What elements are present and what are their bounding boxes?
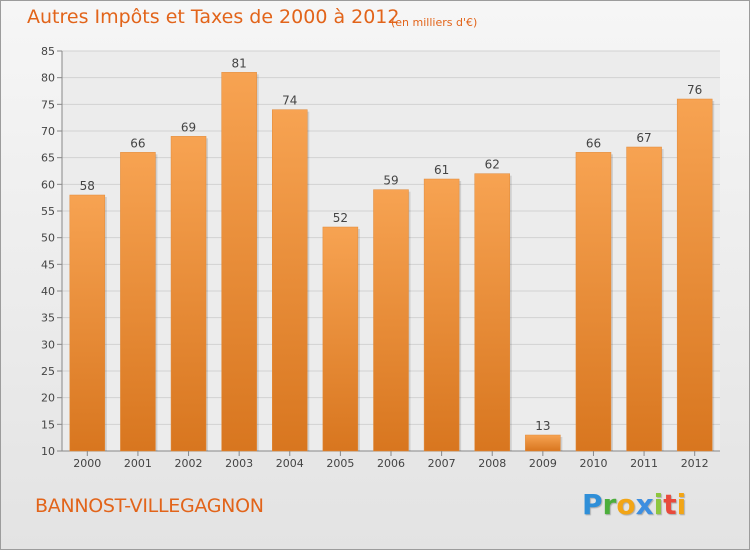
y-tick-label: 35 — [41, 312, 55, 325]
chart-unit: (en milliers d'€) — [391, 16, 478, 29]
logo-letter: r — [602, 488, 617, 521]
commune-name: BANNOST-VILLEGAGNON — [35, 495, 264, 517]
x-tick-label: 2010 — [579, 457, 607, 470]
bar — [525, 434, 561, 452]
x-tick-label: 2003 — [225, 457, 253, 470]
bar-value-label: 59 — [383, 174, 398, 188]
bar — [626, 146, 662, 452]
y-tick-label: 55 — [41, 205, 55, 218]
bar — [120, 152, 156, 452]
x-tick-label: 2007 — [428, 457, 456, 470]
logo-letter: i — [653, 488, 664, 521]
bar — [69, 194, 106, 452]
logo-letter: o — [616, 488, 636, 521]
bar-value-label: 81 — [232, 56, 247, 70]
y-tick-label: 80 — [41, 72, 55, 85]
bar-value-label: 61 — [434, 163, 449, 177]
bar-value-label: 66 — [586, 136, 601, 150]
y-tick-label: 40 — [41, 285, 55, 298]
y-tick-label: 50 — [41, 232, 55, 245]
bar — [423, 178, 460, 452]
bar-value-label: 69 — [181, 120, 196, 134]
x-tick-label: 2004 — [276, 457, 304, 470]
x-tick-label: 2001 — [124, 457, 152, 470]
y-tick-label: 10 — [41, 445, 55, 458]
logo-letter: t — [663, 488, 677, 521]
bar-value-label: 13 — [535, 419, 550, 433]
bar — [676, 98, 713, 452]
bar — [272, 109, 308, 452]
bar — [474, 173, 510, 452]
y-tick-label: 65 — [41, 152, 55, 165]
bar-value-label: 58 — [80, 179, 95, 193]
y-tick-label: 75 — [41, 98, 55, 111]
x-tick-label: 2009 — [529, 457, 557, 470]
x-tick-label: 2005 — [326, 457, 354, 470]
bar-value-label: 76 — [687, 83, 702, 97]
x-tick-label: 2002 — [175, 457, 203, 470]
logo-letter: i — [676, 488, 687, 521]
x-tick-label: 2000 — [73, 457, 101, 470]
bar-value-label: 52 — [333, 211, 348, 225]
y-tick-label: 60 — [41, 178, 55, 191]
bar — [170, 136, 207, 452]
y-tick-label: 70 — [41, 125, 55, 138]
logo-letter: P — [582, 488, 603, 521]
proxiti-logo: Proxiti — [582, 488, 686, 521]
logo-letter: x — [635, 488, 654, 521]
chart-title: Autres Impôts et Taxes de 2000 à 2012 — [27, 6, 400, 28]
bar — [221, 72, 257, 452]
y-tick-label: 30 — [41, 338, 55, 351]
bar — [373, 189, 409, 452]
x-tick-label: 2008 — [478, 457, 506, 470]
x-tick-label: 2006 — [377, 457, 405, 470]
y-tick-label: 85 — [41, 45, 55, 58]
y-tick-label: 45 — [41, 258, 55, 271]
bar — [322, 226, 359, 452]
bar-value-label: 67 — [636, 131, 651, 145]
x-tick-label: 2011 — [630, 457, 658, 470]
x-tick-label: 2012 — [681, 457, 709, 470]
bar-value-label: 66 — [130, 136, 145, 150]
bar-value-label: 62 — [485, 158, 500, 172]
bar — [575, 152, 612, 452]
bar-value-label: 74 — [282, 94, 297, 108]
y-tick-label: 20 — [41, 392, 55, 405]
y-tick-label: 15 — [41, 418, 55, 431]
y-tick-label: 25 — [41, 365, 55, 378]
